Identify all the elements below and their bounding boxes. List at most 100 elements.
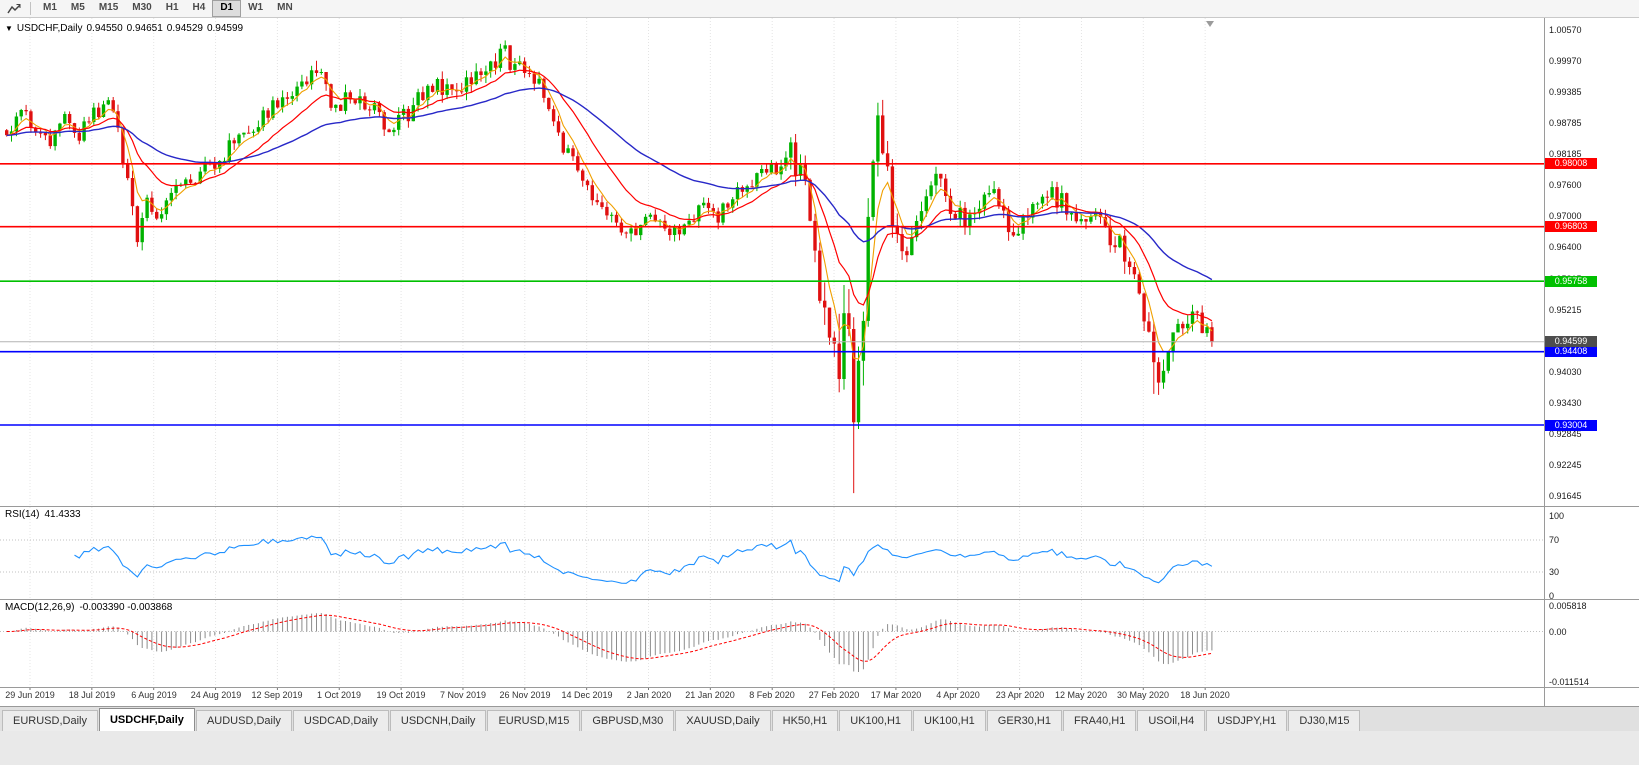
- date-label: 7 Nov 2019: [439, 690, 487, 700]
- price-axis-label: 0.99385: [1549, 87, 1582, 97]
- chart-tab-eurusd-m15[interactable]: EURUSD,M15: [487, 710, 581, 731]
- chart-tab-ger30-h1[interactable]: GER30,H1: [986, 710, 1062, 731]
- timeframe-button-M1[interactable]: M1: [43, 2, 57, 13]
- date-label: 23 Apr 2020: [995, 690, 1045, 700]
- chart-tab-xauusd-daily[interactable]: XAUUSD,Daily: [675, 710, 771, 731]
- date-label: 29 Jun 2019: [5, 690, 55, 700]
- chart-tab-gbpusd-m30[interactable]: GBPUSD,M30: [581, 710, 675, 731]
- rsi-indicator-label: RSI(14) 41.4333: [5, 509, 86, 520]
- rsi-panel: [0, 535, 1544, 584]
- ohlc-low: 0.94529: [166, 23, 203, 34]
- date-label: 2 Jan 2020: [626, 690, 672, 700]
- date-label: 24 Aug 2019: [190, 690, 242, 700]
- price-axis-label: 0.97000: [1549, 211, 1582, 221]
- timeframe-button-H4[interactable]: H4: [192, 2, 206, 13]
- horizontal-price-lines: [0, 163, 1544, 426]
- chart-canvas[interactable]: [0, 0, 1639, 706]
- date-label: 27 Feb 2020: [808, 690, 860, 700]
- price-axis-label: 1.00570: [1549, 25, 1582, 35]
- rsi-axis-label: 100: [1549, 511, 1565, 521]
- macd-indicator-label: MACD(12,26,9) -0.003390 -0.003868: [5, 602, 177, 613]
- chart-tab-fra40-h1[interactable]: FRA40,H1: [1063, 710, 1137, 731]
- timeframe-button-H1[interactable]: H1: [165, 2, 179, 13]
- timeframe-button-M30[interactable]: M30: [132, 2, 152, 13]
- date-label: 26 Nov 2019: [499, 690, 551, 700]
- chart-header: ▼ USDCHF,Daily 0.94550 0.94651 0.94529 0.9459…: [5, 23, 247, 34]
- macd-name: MACD(12,26,9): [5, 602, 75, 613]
- price-line-badge: 0.93004: [1545, 420, 1597, 431]
- chart-tab-usdchf-daily[interactable]: USDCHF,Daily: [98, 708, 195, 731]
- timeframe-buttons: M1 M5 M15 M30 H1 H4 D1 W1 MN: [36, 0, 300, 17]
- chart-tab-usdjpy-h1[interactable]: USDJPY,H1: [1206, 710, 1288, 731]
- date-label: 14 Dec 2019: [561, 690, 613, 700]
- price-axis-label: 0.98785: [1549, 118, 1582, 128]
- chart-tab-eurusd-daily[interactable]: EURUSD,Daily: [2, 710, 98, 731]
- ohlc-open: 0.94550: [86, 23, 123, 34]
- price-line-badge: 0.94408: [1545, 346, 1597, 357]
- chart-shift-marker[interactable]: [1206, 21, 1214, 27]
- price-axis-label: 0.99970: [1549, 56, 1582, 66]
- chart-tab-audusd-daily[interactable]: AUDUSD,Daily: [195, 710, 292, 731]
- ma-fast-line: [6, 56, 1213, 360]
- macd-axis-label: 0.005818: [1549, 601, 1587, 611]
- price-axis-label: 0.96400: [1549, 242, 1582, 252]
- chart-tab-hk50-h1[interactable]: HK50,H1: [771, 710, 839, 731]
- timeframe-button-M5[interactable]: M5: [70, 2, 85, 13]
- price-axis-label: 0.93430: [1549, 398, 1582, 408]
- chart-tab-usdcnh-daily[interactable]: USDCNH,Daily: [389, 710, 487, 731]
- rsi-axis-label: 70: [1549, 535, 1560, 545]
- date-label: 30 May 2020: [1116, 690, 1170, 700]
- price-axis-label: 0.94030: [1549, 367, 1582, 377]
- timeframe-button-D1[interactable]: D1: [212, 0, 242, 17]
- chart-tab-uk100-h1[interactable]: UK100,H1: [839, 710, 913, 731]
- rsi-axis-label: 30: [1549, 567, 1560, 577]
- chart-tabs-bar: EURUSD,Daily USDCHF,Daily AUDUSD,Daily USDC…: [0, 706, 1639, 731]
- toolbar-separator: [30, 2, 31, 15]
- chart-tab-usdcad-daily[interactable]: USDCAD,Daily: [292, 710, 389, 731]
- date-label: 19 Oct 2019: [376, 690, 426, 700]
- price-axis-label: 0.92245: [1549, 460, 1582, 470]
- date-label: 12 Sep 2019: [251, 690, 303, 700]
- price-axis-label: 0.92845: [1549, 429, 1582, 439]
- grid-lines: [29, 18, 1206, 690]
- ohlc-high: 0.94651: [126, 23, 163, 34]
- macd-histogram: [15, 613, 1213, 672]
- price-axis-label: 0.98185: [1549, 149, 1582, 159]
- rsi-axis-label: 0: [1549, 591, 1555, 601]
- collapse-icon[interactable]: ▼: [5, 24, 13, 33]
- date-label: 1 Oct 2019: [316, 690, 362, 700]
- price-line-badge: 0.96803: [1545, 221, 1597, 232]
- date-label: 6 Aug 2019: [131, 690, 177, 700]
- bid-price-badge: 0.94599: [1545, 336, 1597, 347]
- date-label: 4 Apr 2020: [936, 690, 980, 700]
- timeframe-button-M15[interactable]: M15: [98, 2, 119, 13]
- ma-slow-line: [6, 87, 1213, 281]
- chart-tab-uk100-h1[interactable]: UK100,H1: [913, 710, 986, 731]
- timeframe-button-MN[interactable]: MN: [277, 2, 293, 13]
- ohlc-close: 0.94599: [206, 23, 244, 34]
- chart-line-icon[interactable]: [3, 3, 25, 15]
- moving-average-lines: [6, 56, 1213, 360]
- date-label: 17 Mar 2020: [870, 690, 922, 700]
- macd-axis-label: -0.011514: [1549, 677, 1589, 687]
- date-label: 12 May 2020: [1054, 690, 1108, 700]
- date-label: 8 Feb 2020: [749, 690, 795, 700]
- date-label: 21 Jan 2020: [685, 690, 735, 700]
- date-label: 18 Jul 2019: [68, 690, 116, 700]
- price-axis-label: 0.95215: [1549, 305, 1582, 315]
- rsi-name: RSI(14): [5, 509, 40, 520]
- toolbar: M1 M5 M15 M30 H1 H4 D1 W1 MN: [0, 0, 1639, 18]
- chart-tab-dj30-m15[interactable]: DJ30,M15: [1288, 710, 1361, 731]
- price-axis-label: 0.91645: [1549, 491, 1582, 501]
- price-line-badge: 0.98008: [1545, 158, 1597, 169]
- timeframe-button-W1[interactable]: W1: [248, 2, 264, 13]
- macd-panel: [0, 613, 1544, 672]
- chart-symbol: USDCHF,Daily: [16, 23, 83, 34]
- macd-axis-label: 0.00: [1549, 627, 1567, 637]
- ma-mid-line: [6, 69, 1213, 322]
- chart-tab-usoil-h4[interactable]: USOil,H4: [1137, 710, 1206, 731]
- price-line-badge: 0.95758: [1545, 276, 1597, 287]
- price-axis-label: 0.97600: [1549, 180, 1582, 190]
- date-label: 18 Jun 2020: [1180, 690, 1230, 700]
